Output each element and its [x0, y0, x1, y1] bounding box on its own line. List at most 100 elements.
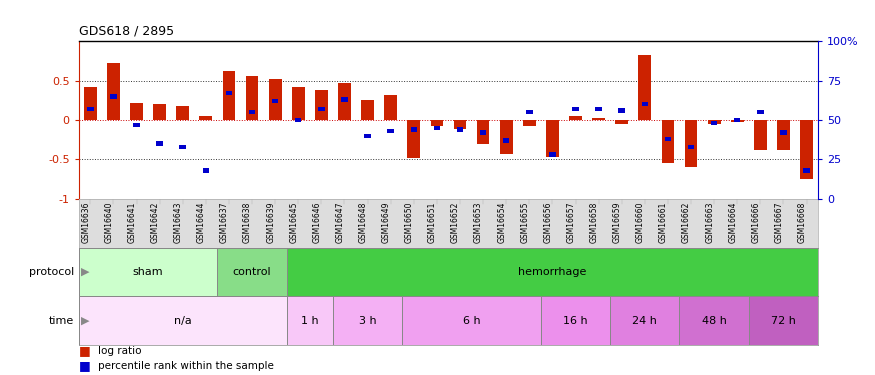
Text: 1 h: 1 h [301, 316, 318, 326]
Bar [292, 87, 304, 120]
Text: ▶: ▶ [80, 267, 89, 277]
Text: GSM16656: GSM16656 [543, 201, 552, 243]
Bar [734, 118, 740, 122]
Bar [79, 248, 217, 296]
Text: GSM16641: GSM16641 [128, 201, 136, 243]
Bar [731, 120, 744, 122]
Bar [685, 120, 697, 167]
Bar [200, 116, 212, 120]
Text: GDS618 / 2895: GDS618 / 2895 [79, 24, 174, 38]
Bar [680, 296, 749, 345]
Bar [287, 296, 332, 345]
Bar [665, 137, 671, 141]
Bar [341, 98, 347, 102]
Text: ▶: ▶ [80, 316, 89, 326]
Bar [88, 107, 94, 111]
Bar [384, 95, 397, 120]
Text: GSM16667: GSM16667 [774, 201, 783, 243]
Text: GSM16637: GSM16637 [220, 201, 229, 243]
Bar [546, 120, 559, 157]
Text: GSM16654: GSM16654 [497, 201, 507, 243]
Text: GSM16663: GSM16663 [705, 201, 714, 243]
Bar [153, 104, 166, 120]
Text: 24 h: 24 h [633, 316, 657, 326]
Text: GSM16647: GSM16647 [335, 201, 345, 243]
Bar [130, 103, 143, 120]
Bar [801, 120, 813, 179]
Text: GSM16662: GSM16662 [682, 201, 691, 243]
Text: GSM16643: GSM16643 [174, 201, 183, 243]
Bar [287, 248, 818, 296]
Bar [688, 145, 694, 149]
Bar [203, 168, 209, 172]
Bar [388, 129, 394, 133]
Bar [480, 130, 487, 135]
Text: GSM16659: GSM16659 [612, 201, 622, 243]
Text: GSM16651: GSM16651 [428, 201, 437, 243]
Bar [569, 116, 582, 120]
Bar [364, 134, 371, 138]
Text: GSM16649: GSM16649 [382, 201, 390, 243]
Bar [550, 153, 556, 157]
Bar [157, 141, 163, 146]
Text: log ratio: log ratio [98, 346, 142, 355]
Text: GSM16636: GSM16636 [81, 201, 90, 243]
Text: 72 h: 72 h [771, 316, 796, 326]
Bar [410, 127, 417, 132]
Text: GSM16642: GSM16642 [150, 201, 159, 243]
Bar [133, 123, 140, 127]
Text: GSM16645: GSM16645 [290, 201, 298, 243]
Text: n/a: n/a [174, 316, 192, 326]
Bar [754, 120, 766, 150]
Bar [338, 83, 351, 120]
Text: GSM16650: GSM16650 [405, 201, 414, 243]
Bar [639, 56, 651, 120]
Bar [572, 107, 578, 111]
Bar [708, 120, 720, 124]
Bar [803, 168, 809, 172]
Bar [272, 99, 278, 103]
Bar [526, 110, 533, 114]
Bar [430, 120, 444, 126]
Text: GSM16666: GSM16666 [752, 201, 760, 243]
Text: GSM16655: GSM16655 [521, 201, 529, 243]
Bar [408, 120, 420, 158]
Bar [246, 76, 258, 120]
Bar [217, 248, 287, 296]
Text: ■: ■ [79, 344, 90, 357]
Bar [749, 296, 818, 345]
Bar [332, 296, 402, 345]
Bar [523, 120, 536, 126]
Bar [595, 107, 602, 111]
Bar [226, 91, 232, 95]
Text: GSM16648: GSM16648 [359, 201, 368, 243]
Bar [500, 120, 513, 154]
Text: protocol: protocol [29, 267, 74, 277]
Text: GSM16640: GSM16640 [104, 201, 114, 243]
Bar [222, 71, 235, 120]
Bar [777, 120, 790, 150]
Bar [477, 120, 489, 144]
Text: GSM16652: GSM16652 [451, 201, 460, 243]
Bar [315, 90, 328, 120]
Bar [592, 118, 605, 120]
Text: hemorrhage: hemorrhage [518, 267, 586, 277]
Text: GSM16658: GSM16658 [590, 201, 598, 243]
Bar [434, 126, 440, 130]
Text: 48 h: 48 h [702, 316, 726, 326]
Bar [453, 120, 466, 129]
Text: percentile rank within the sample: percentile rank within the sample [98, 361, 274, 370]
Bar [780, 130, 787, 135]
Bar [110, 94, 116, 99]
Text: GSM16657: GSM16657 [566, 201, 576, 243]
Bar [457, 127, 463, 132]
Text: GSM16639: GSM16639 [266, 201, 275, 243]
Bar [361, 100, 374, 120]
Bar [757, 110, 764, 114]
Text: control: control [233, 267, 271, 277]
Text: 3 h: 3 h [359, 316, 376, 326]
Bar [269, 79, 282, 120]
Text: GSM16638: GSM16638 [243, 201, 252, 243]
Text: time: time [49, 316, 74, 326]
Text: GSM16653: GSM16653 [474, 201, 483, 243]
